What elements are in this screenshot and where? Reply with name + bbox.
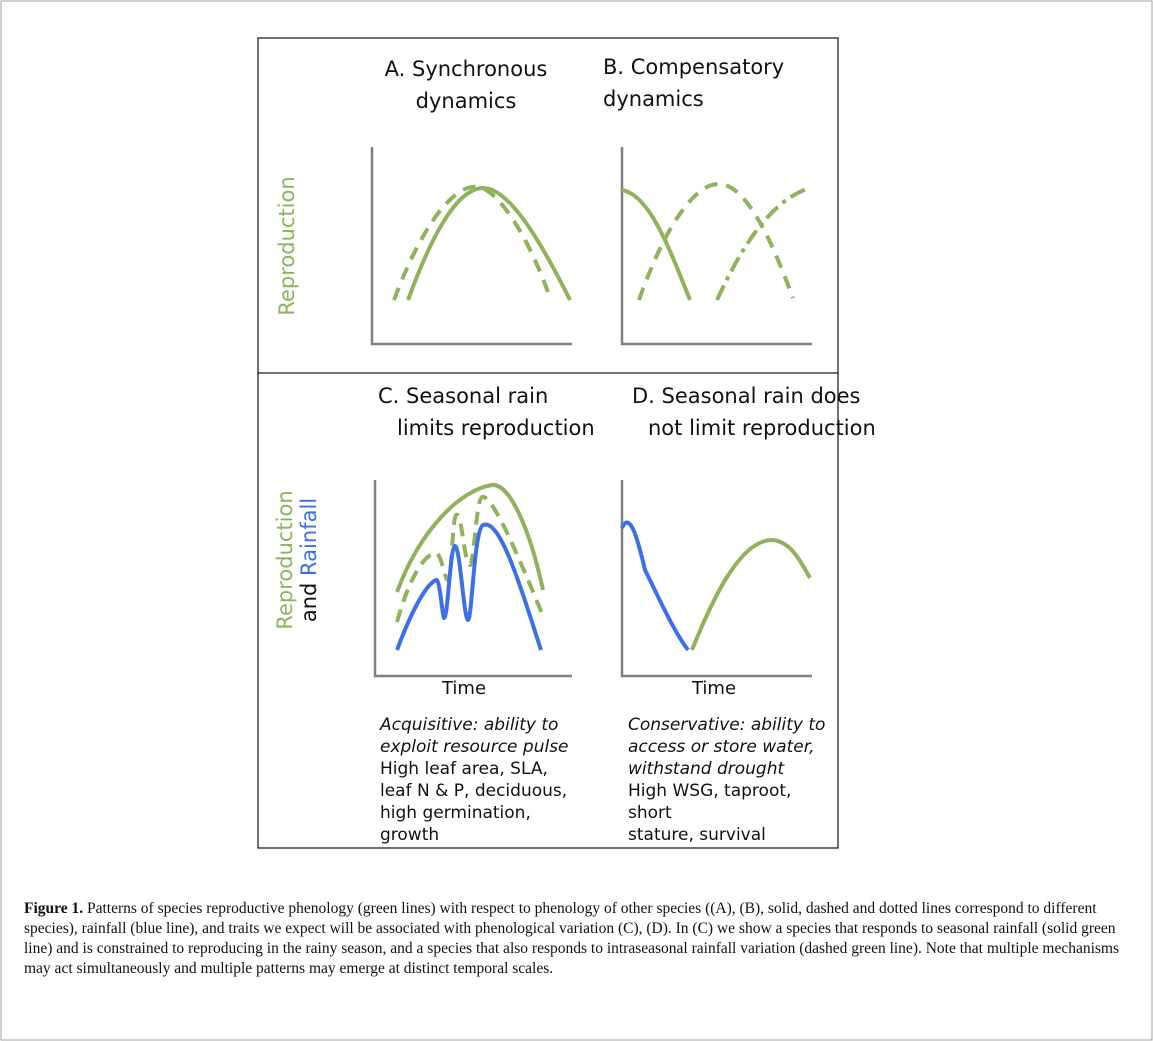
xlabel-d: Time [691,678,737,699]
curve-b-dashdot [715,186,811,301]
caption-label: Figure 1. [24,900,84,917]
caption-text: Patterns of species reproductive phenolo… [24,900,1120,977]
traits-c-regular-1: High leaf area, SLA, [380,759,548,779]
curve-c-dashed [395,495,545,623]
panel-frame [257,37,839,849]
panel-b-title-line1: B. Compensatory [603,55,785,79]
panel-b-title-line2: dynamics [603,87,704,111]
panel-a-title-line2: dynamics [415,89,517,113]
traits-d: Conservative: ability to access or store… [628,714,838,846]
panel-d-title-line2: not limit reproduction [648,416,876,440]
traits-c-italic-1: Acquisitive: ability to [380,715,559,735]
curve-c-rainfall [395,522,543,651]
panel-c-title-line1: C. Seasonal rain [378,384,549,408]
ylabel-top: Reproduction [275,176,299,316]
traits-d-italic-3: withstand drought [628,759,785,779]
traits-c-italic-2: exploit resource pulse [380,737,569,757]
ylabel-rainfall: Rainfall [297,497,321,576]
traits-d-italic-2: access or store water, [628,737,815,757]
curve-d-solid [690,537,812,651]
curve-b-solid [621,188,692,301]
ylabel-bottom-line2: and Rainfall [297,490,321,630]
traits-c-regular-4: growth [380,825,440,845]
traits-d-regular-2: stature, survival [628,825,766,845]
ylabel-and: and [297,575,321,623]
traits-c: Acquisitive: ability to exploit resource… [380,714,610,846]
traits-c-regular-2: leaf N & P, deciduous, [380,781,568,801]
figure-caption: Figure 1. Patterns of species reproducti… [24,899,1134,979]
axes-d [620,480,812,678]
ylabel-bottom-line1: Reproduction [273,490,297,630]
traits-c-regular-3: high germination, [380,803,531,823]
curve-b-dashed [637,181,795,301]
xlabel-c: Time [441,678,487,699]
panel-c-title: C. Seasonal rain limits reproduction [360,380,610,444]
panel-d-title-line1: D. Seasonal rain does [632,384,861,408]
panel-a-title: A. Synchronous dynamics [346,53,586,117]
curve-a-dashed [392,184,552,301]
panel-b-title: B. Compensatory dynamics [566,51,816,115]
axes-b [620,147,812,346]
curve-a-solid [406,185,572,301]
axes-c [373,480,572,678]
panel-a-title-line1: A. Synchronous [384,57,548,81]
curve-c-solid [395,483,545,593]
curve-d-rainfall [620,520,690,652]
traits-d-italic-1: Conservative: ability to [628,715,826,735]
traits-d-regular-1: High WSG, taproot, short [628,781,792,823]
panel-d-title: D. Seasonal rain does not limit reproduc… [612,380,876,444]
axes-a [370,147,572,346]
panel-c-title-line2: limits reproduction [397,416,595,440]
